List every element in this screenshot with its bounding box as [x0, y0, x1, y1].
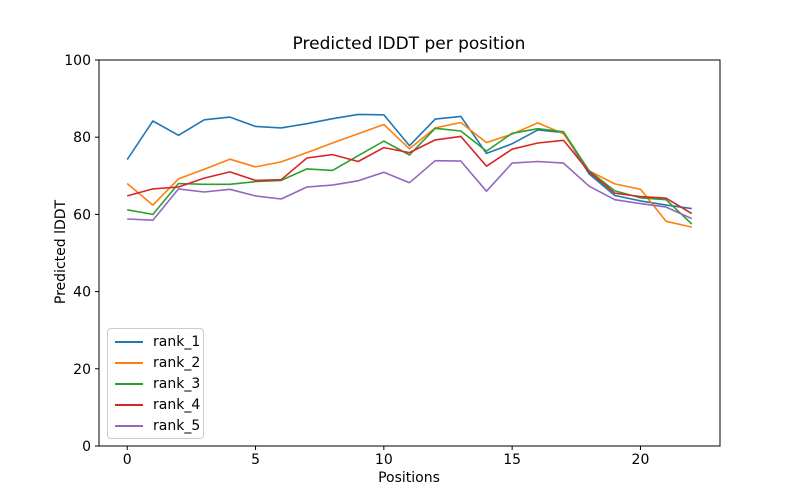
legend-swatch-rank_4	[115, 403, 143, 406]
line-rank_3	[127, 127, 693, 225]
legend-item-rank_5: rank_5	[108, 415, 203, 436]
line-rank_4	[126, 135, 693, 215]
y-tick-label: 60	[73, 207, 91, 223]
y-tick-label: 100	[64, 53, 91, 69]
axes-frame	[98, 59, 721, 447]
x-tick-label: 5	[251, 452, 260, 468]
legend-label: rank_1	[153, 333, 201, 350]
line-rank_5	[127, 159, 693, 221]
x-tick-label: 10	[375, 452, 393, 468]
y-tick-label: 80	[73, 130, 91, 146]
y-axis-label: Predicted lDDT	[53, 199, 69, 305]
x-axis-label: Positions	[378, 470, 440, 486]
legend-label: rank_5	[153, 417, 201, 434]
legend-item-rank_1: rank_1	[108, 331, 203, 352]
x-tick-label: 15	[503, 452, 521, 468]
line-rank_1	[126, 113, 692, 210]
x-tick-label: 0	[123, 452, 132, 468]
legend-label: rank_3	[153, 375, 201, 392]
x-tick-label: 20	[632, 452, 650, 468]
chart-title: Predicted lDDT per position	[292, 34, 526, 54]
line-rank_2	[126, 121, 692, 228]
legend-swatch-rank_2	[115, 361, 143, 364]
legend-item-rank_3: rank_3	[108, 373, 203, 394]
y-tick-label: 20	[73, 362, 91, 378]
legend-swatch-rank_1	[115, 340, 143, 343]
legend-label: rank_4	[153, 396, 201, 413]
legend-item-rank_2: rank_2	[108, 352, 203, 373]
y-tick-label: 0	[82, 439, 91, 455]
legend-swatch-rank_3	[115, 382, 143, 385]
legend-swatch-rank_5	[115, 424, 143, 427]
legend-label: rank_2	[153, 354, 201, 371]
legend: rank_1 rank_2 rank_3 rank_4 rank_5	[107, 328, 204, 439]
y-tick-label: 40	[73, 285, 91, 301]
legend-item-rank_4: rank_4	[108, 394, 203, 415]
